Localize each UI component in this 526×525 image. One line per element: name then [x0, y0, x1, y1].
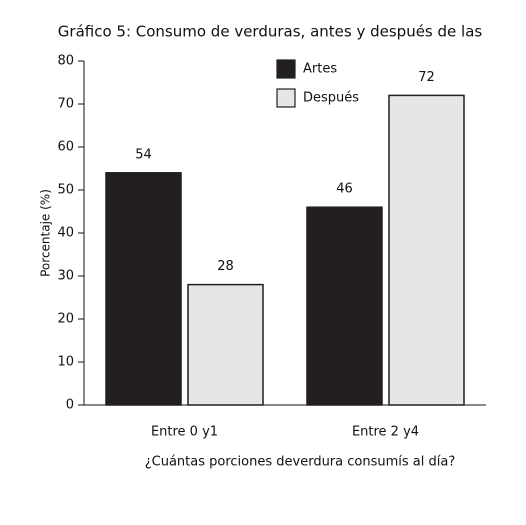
bar: [105, 172, 182, 406]
legend-swatch: [276, 59, 296, 79]
y-tick-label: 50: [57, 183, 74, 198]
legend-swatch: [276, 88, 296, 108]
data-label: 46: [336, 182, 353, 197]
chart-title: Gráfico 5: Consumo de verduras, antes y …: [58, 23, 483, 41]
bar: [388, 94, 465, 406]
data-label: 54: [135, 147, 152, 162]
x-tick-label: Entre 0 y1: [151, 425, 218, 440]
bar: [306, 206, 383, 406]
y-tick-label: 20: [57, 312, 74, 327]
y-tick-label: 60: [57, 140, 74, 155]
x-tick-label: Entre 2 y4: [352, 425, 419, 440]
y-tick-label: 80: [57, 54, 74, 69]
legend-label: Después: [303, 91, 359, 106]
y-axis-label: Porcentaje (%): [39, 189, 53, 277]
y-tick-label: 70: [57, 97, 74, 112]
x-axis-label: ¿Cuántas porciones deverdura consumís al…: [145, 455, 455, 470]
legend-label: Artes: [303, 62, 337, 77]
data-label: 28: [217, 259, 234, 274]
y-tick-label: 40: [57, 226, 74, 241]
bar: [187, 283, 264, 406]
y-tick-label: 0: [66, 398, 74, 413]
data-label: 72: [418, 70, 435, 85]
y-tick-label: 30: [57, 269, 74, 284]
y-tick-label: 10: [57, 355, 74, 370]
